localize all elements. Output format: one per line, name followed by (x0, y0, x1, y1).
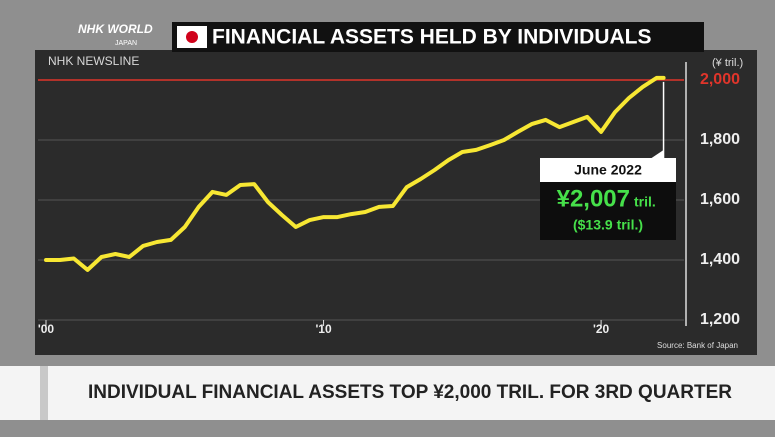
x-tick-label: '00 (38, 322, 55, 336)
headline-band (0, 366, 775, 420)
title-bar (172, 22, 704, 52)
y-tick-label: 1,400 (700, 251, 740, 268)
headline: INDIVIDUAL FINANCIAL ASSETS TOP ¥2,000 T… (88, 382, 732, 403)
annotation-note: ($13.9 tril.) (573, 217, 643, 233)
annotation-value: ¥2,007 (557, 185, 630, 212)
logo-sub: JAPAN (115, 40, 137, 47)
y-tick-label: 1,800 (700, 131, 740, 148)
headline-stripe (40, 366, 48, 420)
x-tick-label: '20 (593, 322, 610, 336)
source: Source: Bank of Japan (657, 341, 738, 350)
logo: NHK WORLD (78, 22, 153, 36)
line-series (44, 75, 666, 272)
y-unit: (¥ tril.) (712, 57, 743, 69)
flag-sun (186, 31, 198, 43)
annotation-value-box (540, 182, 676, 240)
annotation-date: June 2022 (574, 162, 642, 178)
annotation-unit: tril. (634, 194, 656, 210)
annotation-date-box (540, 158, 676, 182)
y-tick-label: 2,000 (700, 71, 740, 88)
x-tick-label: '10 (315, 322, 332, 336)
y-tick-label: 1,200 (700, 311, 740, 328)
chart-title: FINANCIAL ASSETS HELD BY INDIVIDUALS (212, 26, 651, 49)
y-tick-label: 1,600 (700, 191, 740, 208)
program: NHK NEWSLINE (48, 54, 139, 68)
